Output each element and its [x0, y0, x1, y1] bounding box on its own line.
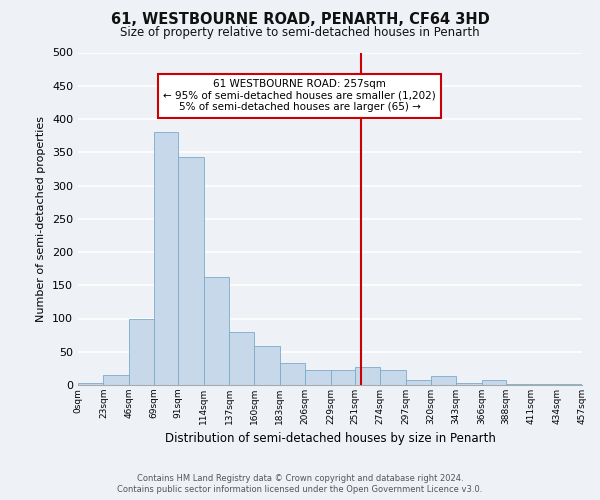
Y-axis label: Number of semi-detached properties: Number of semi-detached properties	[37, 116, 46, 322]
Bar	[531, 384, 557, 385]
Bar	[380, 370, 406, 385]
Bar	[204, 276, 229, 385]
Bar	[456, 383, 482, 385]
X-axis label: Distribution of semi-detached houses by size in Penarth: Distribution of semi-detached houses by …	[164, 432, 496, 446]
Text: Size of property relative to semi-detached houses in Penarth: Size of property relative to semi-detach…	[120, 26, 480, 39]
Bar	[78, 383, 103, 385]
Bar	[129, 318, 154, 385]
Bar	[254, 346, 280, 385]
Text: 61, WESTBOURNE ROAD, PENARTH, CF64 3HD: 61, WESTBOURNE ROAD, PENARTH, CF64 3HD	[110, 12, 490, 28]
Bar	[229, 332, 254, 385]
Bar	[355, 367, 380, 385]
Bar	[305, 370, 331, 385]
Bar	[506, 384, 531, 385]
Bar	[431, 376, 456, 385]
Bar	[482, 380, 506, 385]
Bar	[280, 363, 305, 385]
Bar	[154, 132, 178, 385]
Bar	[557, 384, 582, 385]
Text: 61 WESTBOURNE ROAD: 257sqm
← 95% of semi-detached houses are smaller (1,202)
5% : 61 WESTBOURNE ROAD: 257sqm ← 95% of semi…	[163, 79, 436, 112]
Bar	[331, 370, 355, 385]
Text: Contains HM Land Registry data © Crown copyright and database right 2024.
Contai: Contains HM Land Registry data © Crown c…	[118, 474, 482, 494]
Bar	[178, 157, 204, 385]
Bar	[406, 380, 431, 385]
Bar	[103, 375, 129, 385]
